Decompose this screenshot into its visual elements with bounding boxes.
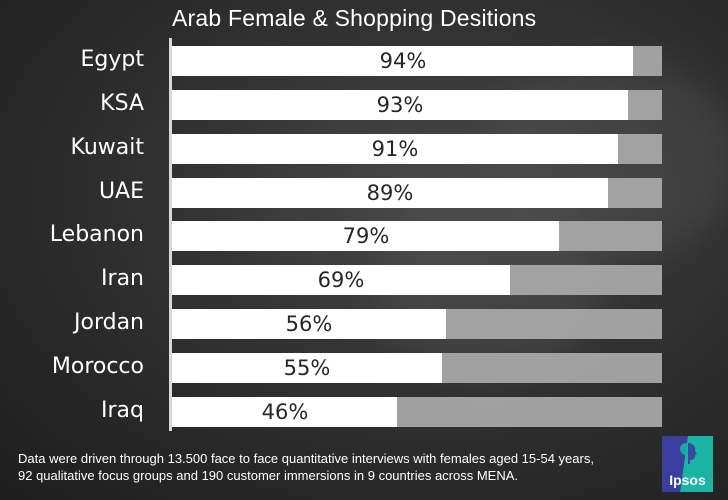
- chart-title: Arab Female & Shopping Desitions: [172, 5, 537, 31]
- bar-row: KSA 93%: [0, 90, 728, 120]
- bar-fill: [172, 265, 510, 295]
- bar-row: Egypt 94%: [0, 46, 728, 76]
- category-label: UAE: [98, 179, 144, 204]
- bar-row: Iran 69%: [0, 265, 728, 295]
- value-label: 91%: [371, 137, 419, 161]
- bar-row: Lebanon 79%: [0, 221, 728, 251]
- bar-track: 46%: [172, 397, 662, 427]
- value-label: 55%: [283, 356, 331, 380]
- bar-fill: [172, 90, 628, 120]
- category-label: Egypt: [80, 47, 144, 72]
- logo-text: Ipsos: [669, 472, 706, 488]
- bar-track: 89%: [172, 178, 662, 208]
- bar-track: 93%: [172, 90, 662, 120]
- bar-fill: [172, 353, 442, 383]
- footnote-line-2: 92 qualitative focus groups and 190 cust…: [18, 468, 519, 483]
- category-label: Kuwait: [70, 135, 145, 160]
- bar-fill: [172, 46, 633, 76]
- bar-track: 69%: [172, 265, 662, 295]
- footnote: Data were driven through 13.500 face to …: [18, 450, 648, 484]
- bar-row: UAE 89%: [0, 178, 728, 208]
- ipsos-logo: Ipsos: [662, 436, 713, 492]
- bar-track: 55%: [172, 353, 662, 383]
- category-label: Jordan: [74, 310, 144, 335]
- category-label: KSA: [100, 91, 144, 116]
- value-label: 56%: [285, 312, 333, 336]
- bar-row: Kuwait 91%: [0, 134, 728, 164]
- bar-track: 94%: [172, 46, 662, 76]
- bar-fill: [172, 397, 397, 427]
- bar-track: 91%: [172, 134, 662, 164]
- footnote-line-1: Data were driven through 13.500 face to …: [18, 451, 594, 466]
- bar-row: Jordan 56%: [0, 309, 728, 339]
- value-label: 79%: [342, 224, 390, 248]
- value-label: 93%: [376, 93, 424, 117]
- bar-row: Iraq 46%: [0, 397, 728, 427]
- bar-track: 56%: [172, 309, 662, 339]
- head-profile-icon: [680, 443, 697, 464]
- bar-fill: [172, 178, 608, 208]
- bar-row: Morocco 55%: [0, 353, 728, 383]
- value-label: 89%: [366, 181, 414, 205]
- category-label: Morocco: [51, 354, 144, 379]
- y-axis-line: [169, 38, 172, 431]
- category-label: Iran: [101, 266, 144, 291]
- bar-track: 79%: [172, 221, 662, 251]
- value-label: 69%: [317, 268, 365, 292]
- value-label: 46%: [261, 400, 309, 424]
- bar-fill: [172, 134, 618, 164]
- category-label: Lebanon: [49, 222, 144, 247]
- bar-fill: [172, 221, 559, 251]
- bar-fill: [172, 309, 446, 339]
- value-label: 94%: [379, 49, 427, 73]
- category-label: Iraq: [101, 398, 144, 423]
